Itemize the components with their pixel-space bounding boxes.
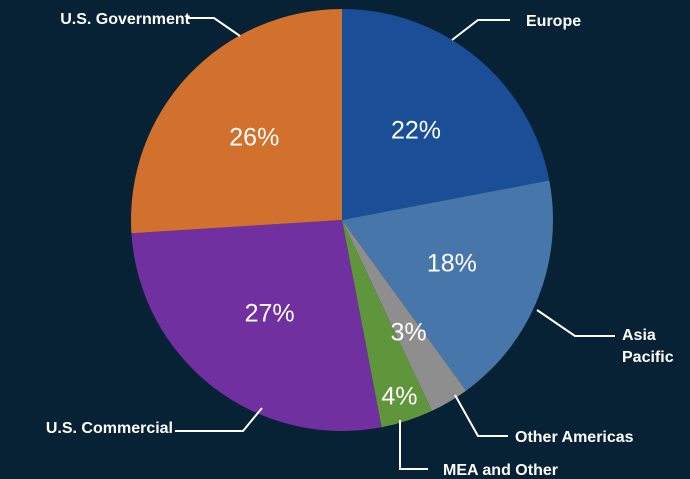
leader-line-u-s-government bbox=[188, 17, 241, 37]
category-label-asia-pacific-line-2: Pacific bbox=[622, 349, 674, 366]
leader-line-mea-and-other bbox=[399, 420, 428, 470]
pie-slices bbox=[131, 9, 553, 431]
percent-label-asia-pacific: 18% bbox=[427, 250, 477, 278]
percent-label-other-americas: 3% bbox=[391, 319, 427, 347]
leader-line-other-americas bbox=[454, 394, 508, 437]
category-label-other-americas: Other Americas bbox=[515, 429, 634, 446]
percent-labels: 22% 18% 3% 4% 27% 26% bbox=[229, 117, 477, 411]
percent-label-u-s-commercial: 27% bbox=[245, 299, 295, 327]
category-label-mea-and-other: MEA and Other bbox=[443, 462, 558, 479]
slice-u-s-commercial bbox=[131, 220, 382, 431]
category-label-u-s-government: U.S. Government bbox=[60, 11, 190, 28]
category-label-europe: Europe bbox=[526, 13, 581, 30]
percent-label-mea-and-other: 4% bbox=[381, 383, 417, 411]
leader-lines bbox=[175, 17, 615, 470]
percent-label-europe: 22% bbox=[391, 117, 441, 145]
category-label-u-s-commercial: U.S. Commercial bbox=[46, 420, 173, 437]
slice-u-s-government bbox=[131, 9, 342, 234]
slice-asia-pacific bbox=[342, 180, 553, 391]
category-label-asia-pacific-line-1: Asia bbox=[622, 327, 656, 344]
slice-other-americas bbox=[342, 220, 467, 411]
leader-line-europe bbox=[451, 19, 510, 41]
slice-mea-and-other bbox=[342, 220, 432, 428]
percent-label-u-s-government: 26% bbox=[229, 124, 279, 152]
slice-europe bbox=[342, 9, 550, 220]
leader-line-u-s-commercial bbox=[175, 407, 263, 432]
leader-line-asia-pacific bbox=[536, 309, 615, 337]
category-labels: Europe Asia Pacific Other Americas MEA and O… bbox=[46, 11, 674, 479]
